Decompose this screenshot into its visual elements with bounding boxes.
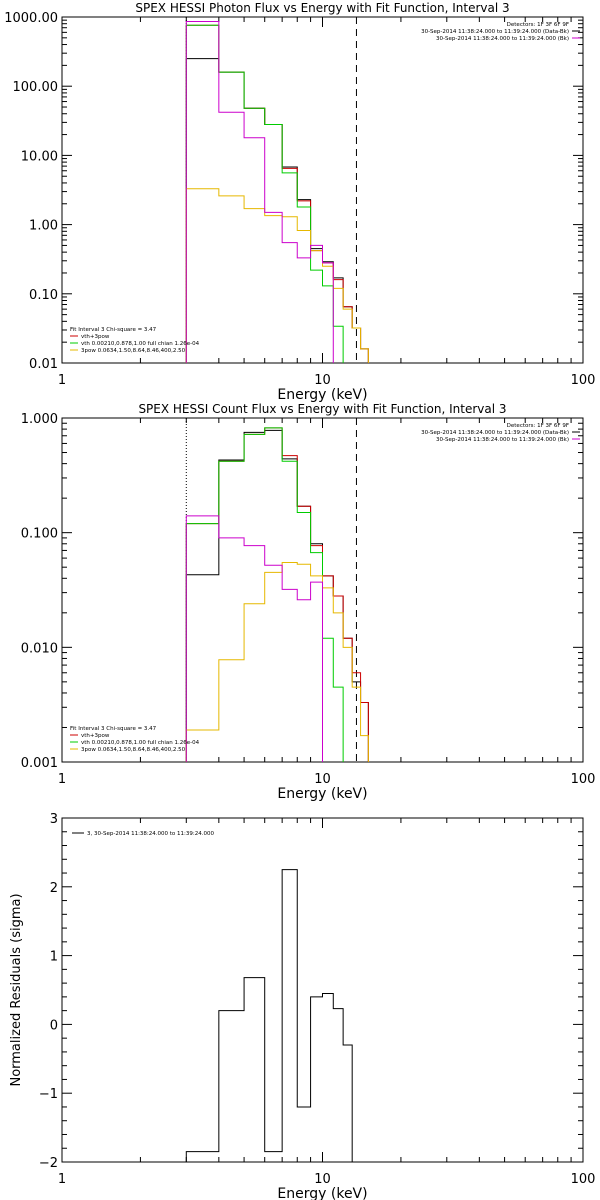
series-line-1: [185, 427, 369, 762]
x-axis-label: Energy (keV): [277, 387, 367, 403]
plot-frame: [61, 817, 584, 1163]
y-tick-label: 10.00: [21, 149, 58, 164]
y-tick-label: −2: [39, 1156, 58, 1171]
x-tick-label: 10: [314, 772, 331, 787]
info-line-1: 30-Sep-2014 11:38:24.000 to 11:39:24.000…: [421, 29, 569, 35]
x-tick-label: 100: [571, 772, 596, 787]
legend-entry: 3pow 0.0634,1.50,8.64,8.46,400,2.50: [81, 348, 186, 354]
y-tick-label: 2: [50, 881, 58, 896]
y-tick-label: −1: [39, 1087, 58, 1102]
y-axis-label: Normalized Residuals (sigma): [9, 893, 24, 1086]
series-line-4: [185, 515, 323, 762]
x-tick-label: 100: [571, 1172, 596, 1187]
y-tick-label: 1: [50, 950, 58, 965]
y-tick-label: 100.00: [13, 80, 59, 95]
info-line-0: Detectors: 1F 3F 6F 9F: [507, 22, 569, 28]
y-tick-label: 0.010: [21, 641, 58, 656]
info-line-1: 30-Sep-2014 11:38:24.000 to 11:39:24.000…: [421, 430, 569, 436]
legend-entry: vth 0.00210,0.878,1.00 full chian 1.26e-…: [81, 740, 200, 746]
legend-entry: vth 0.00210,0.878,1.00 full chian 1.26e-…: [81, 341, 200, 347]
legend-header: Fit Interval 3 Chi-square = 3.47: [70, 726, 157, 732]
chart-title: SPEX HESSI Photon Flux vs Energy with Fi…: [135, 1, 509, 15]
series-group: [185, 427, 369, 762]
x-axis-label: Energy (keV): [277, 786, 367, 802]
y-tick-label: 3: [50, 812, 58, 827]
legend-entry: 3pow 0.0634,1.50,8.64,8.46,400,2.50: [81, 747, 186, 753]
series-line-0: [185, 429, 369, 762]
x-tick-label: 1: [58, 772, 66, 787]
info-line-2: 30-Sep-2014 11:38:24.000 to 11:39:24.000…: [436, 36, 569, 42]
x-tick-label: 1: [58, 373, 66, 388]
x-tick-label: 100: [571, 373, 596, 388]
y-tick-label: 0.100: [21, 527, 58, 542]
chart-panel-2: 1 10 100 1.000 0.100 0.010 0.001 SPEX HESSI Cou…: [21, 402, 596, 802]
y-tick-label: 1000.00: [4, 11, 58, 26]
info-line-2: 30-Sep-2014 11:38:24.000 to 11:39:24.000…: [436, 437, 569, 443]
legend-header: Fit Interval 3 Chi-square = 3.47: [70, 327, 157, 333]
chart-panel-1: 1 10 100 1000.00 100.00 10.00 1.00 0.10 0.01 SPEX…: [4, 1, 596, 403]
x-tick-label: 10: [314, 1172, 331, 1187]
series-group: [185, 869, 362, 1162]
y-tick-label: 1.00: [29, 219, 58, 234]
plot-frame: [61, 16, 584, 364]
info-line-0: Detectors: 1F 3F 6F 9F: [507, 423, 569, 429]
series-line-4: [185, 21, 334, 363]
chart-title: SPEX HESSI Count Flux vs Energy with Fit…: [138, 402, 506, 416]
legend-entry: 3, 30-Sep-2014 11:38:24.000 to 11:39:24.…: [87, 831, 214, 837]
y-tick-label: 0.10: [29, 288, 58, 303]
x-axis-label: Energy (keV): [277, 1186, 367, 1200]
series-line-0: [185, 58, 369, 363]
legend-entry: vth+3pow: [81, 733, 110, 739]
x-tick-label: 10: [314, 373, 331, 388]
series-line-2: [185, 427, 344, 762]
series-line-0: [185, 869, 362, 1162]
series-group: [185, 21, 369, 363]
legend-entry: vth+3pow: [81, 334, 110, 340]
series-line-2: [185, 24, 344, 363]
series-line-3: [185, 561, 369, 762]
y-tick-label: 0.01: [29, 357, 58, 372]
y-tick-label: 1.000: [21, 412, 58, 427]
y-tick-label: 0: [50, 1018, 58, 1033]
y-tick-label: 0.001: [21, 756, 58, 771]
x-tick-label: 1: [58, 1172, 66, 1187]
